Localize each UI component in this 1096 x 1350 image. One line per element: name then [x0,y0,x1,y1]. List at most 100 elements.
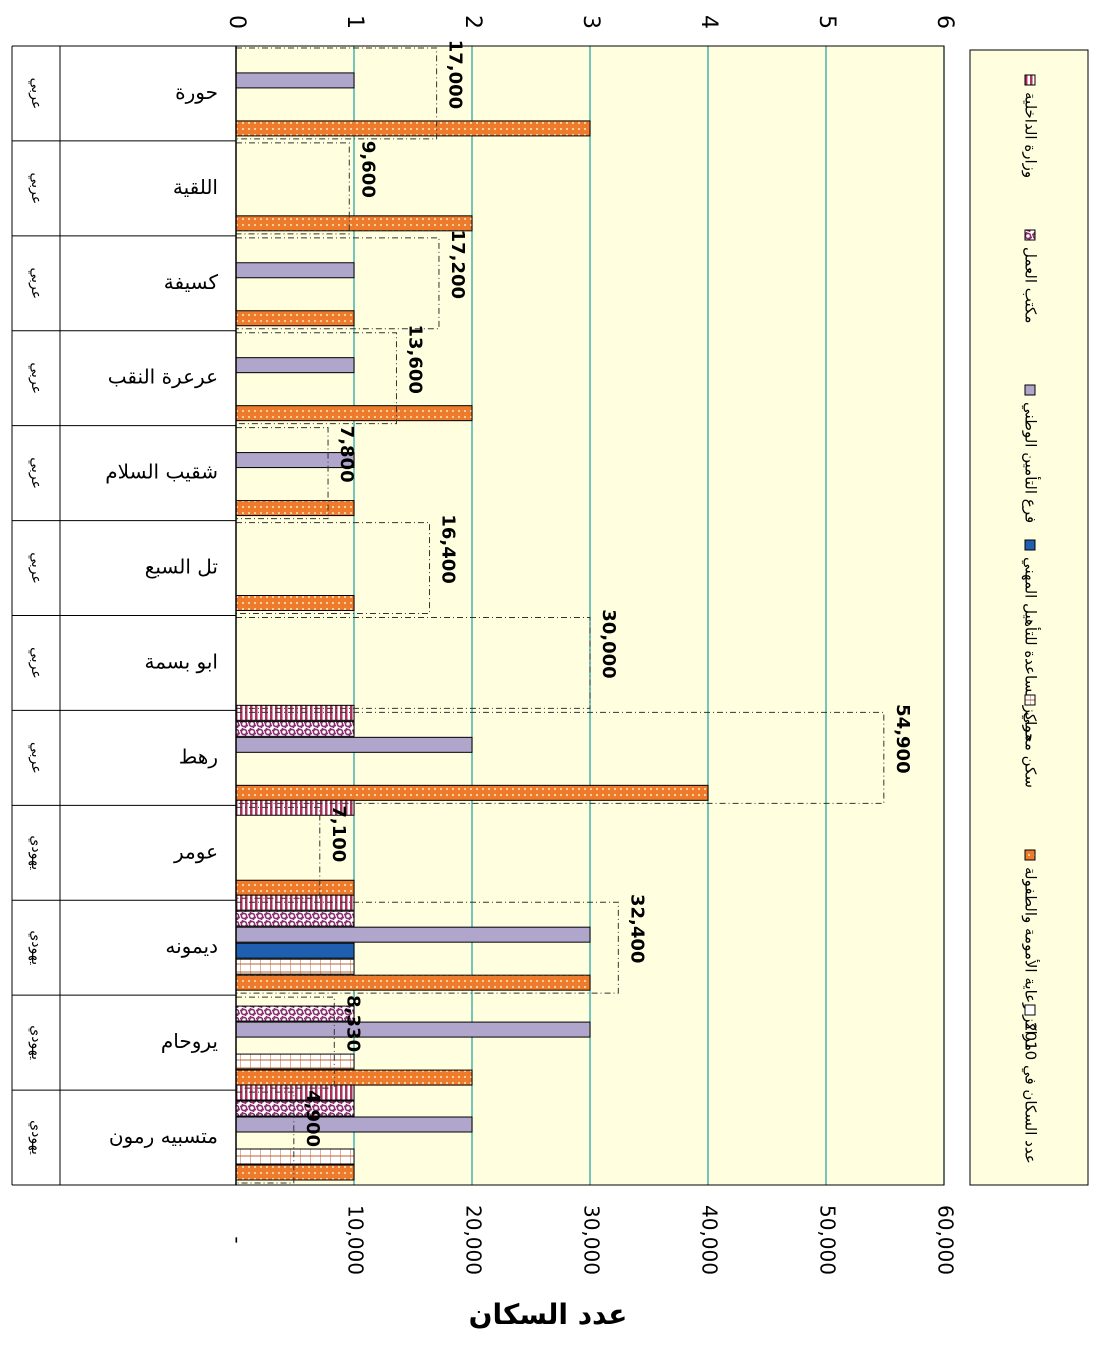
bar [235,1148,355,1165]
population-label: 54,900 [892,704,913,773]
category-type-label: يهودي [28,835,44,870]
bar [235,595,355,611]
bar [235,262,355,279]
population-line [236,1091,295,1184]
category-type-label: يهودي [28,930,44,965]
category-type-label: يهودي [28,1120,44,1155]
bar [235,1100,355,1117]
category-label: ديمونه [165,934,218,958]
bar [235,736,473,753]
legend-label: وزارة الداخلية [1022,92,1040,178]
bar [235,1053,355,1070]
population-line [236,332,397,425]
population-label: 4,900 [302,1090,323,1147]
secondary-tick-label: 10,000 [344,1205,368,1275]
primary-tick-label: 6 [932,15,957,29]
legend-swatch [1024,229,1036,241]
population-label: 7,100 [328,805,349,862]
category-label: تل السبع [145,555,218,579]
category-label: عرعرة النقب [108,365,218,389]
bar [235,926,591,943]
category-type-label: عربي [28,78,44,110]
population-label: 8,330 [342,995,363,1052]
legend-label: فرع التأمين الوطني [1021,402,1042,523]
population-label: 16,400 [438,514,459,583]
bar [235,910,355,927]
population-label: 13,600 [404,324,425,393]
bar [235,1116,473,1133]
bar [235,958,355,975]
category-type-label: عربي [28,742,44,774]
population-line [236,901,619,994]
bar [235,72,355,89]
population-line [236,47,438,140]
bar [235,879,355,896]
category-type-label: عربي [28,173,44,205]
category-type-label: يهودي [28,1025,44,1060]
bar [235,1005,355,1022]
bar [235,357,355,374]
legend-swatch [1024,384,1036,396]
x-axis-label: عدد السكان [468,1298,628,1331]
bar [235,310,355,327]
category-type-label: عربي [28,457,44,489]
population-line [236,806,321,899]
bar [235,784,709,801]
secondary-tick-label: - [226,1236,250,1243]
bar [235,1164,355,1181]
secondary-tick-label: 60,000 [934,1205,958,1275]
legend-swatch [1024,694,1036,706]
bar [235,500,355,517]
population-line [236,617,591,709]
bar [235,974,591,991]
legend-label: سكن محمي [1021,712,1040,788]
category-type-label: عربي [28,267,44,299]
bar [235,720,355,737]
population-label: 17,200 [447,230,468,299]
bar [235,215,473,232]
bar [235,405,473,422]
population-line [236,522,431,614]
secondary-tick-label: 40,000 [698,1205,722,1275]
primary-tick-label: 3 [578,15,603,29]
secondary-tick-label: 50,000 [816,1205,840,1275]
primary-tick-label: 4 [696,15,721,29]
legend-label: عدد السكان في 2010 [1021,1022,1040,1164]
legend-swatch [1024,74,1036,86]
bar [235,942,355,959]
category-label: متسبيه رمون [109,1124,218,1148]
primary-tick-label: 0 [224,15,249,29]
population-label: 30,000 [598,609,619,678]
category-label: عومر [173,839,218,863]
primary-tick-label: 5 [814,15,839,29]
legend-swatch [1024,1004,1036,1016]
legend-swatch [1024,849,1036,861]
category-type-label: عربي [28,362,44,394]
bar [235,120,591,137]
population-label: 9,600 [357,141,378,198]
population-line [236,711,885,804]
category-label: كسيفة [164,270,219,294]
category-label: يروحام [161,1029,218,1053]
bar [235,1069,473,1086]
category-type-label: عربي [28,552,44,584]
population-label: 32,400 [626,894,647,963]
secondary-tick-label: 20,000 [462,1205,486,1275]
population-line [236,142,350,235]
category-label: شقيب السلام [105,460,218,484]
population-line [236,237,440,330]
population-line [236,996,335,1089]
population-label: 7,800 [336,426,357,483]
legend-swatch [1024,539,1036,551]
population-label: 17,000 [445,40,466,109]
legend-label: مكتب العمل [1022,247,1040,323]
primary-tick-label: 1 [342,15,367,29]
secondary-tick-label: 30,000 [580,1205,604,1275]
category-label: اللقية [173,175,218,199]
primary-tick-label: 2 [460,15,485,29]
category-label: حورة [175,80,218,104]
bar [235,1021,591,1038]
category-label: ابو بسمة [144,649,218,673]
category-type-label: عربي [28,647,44,679]
